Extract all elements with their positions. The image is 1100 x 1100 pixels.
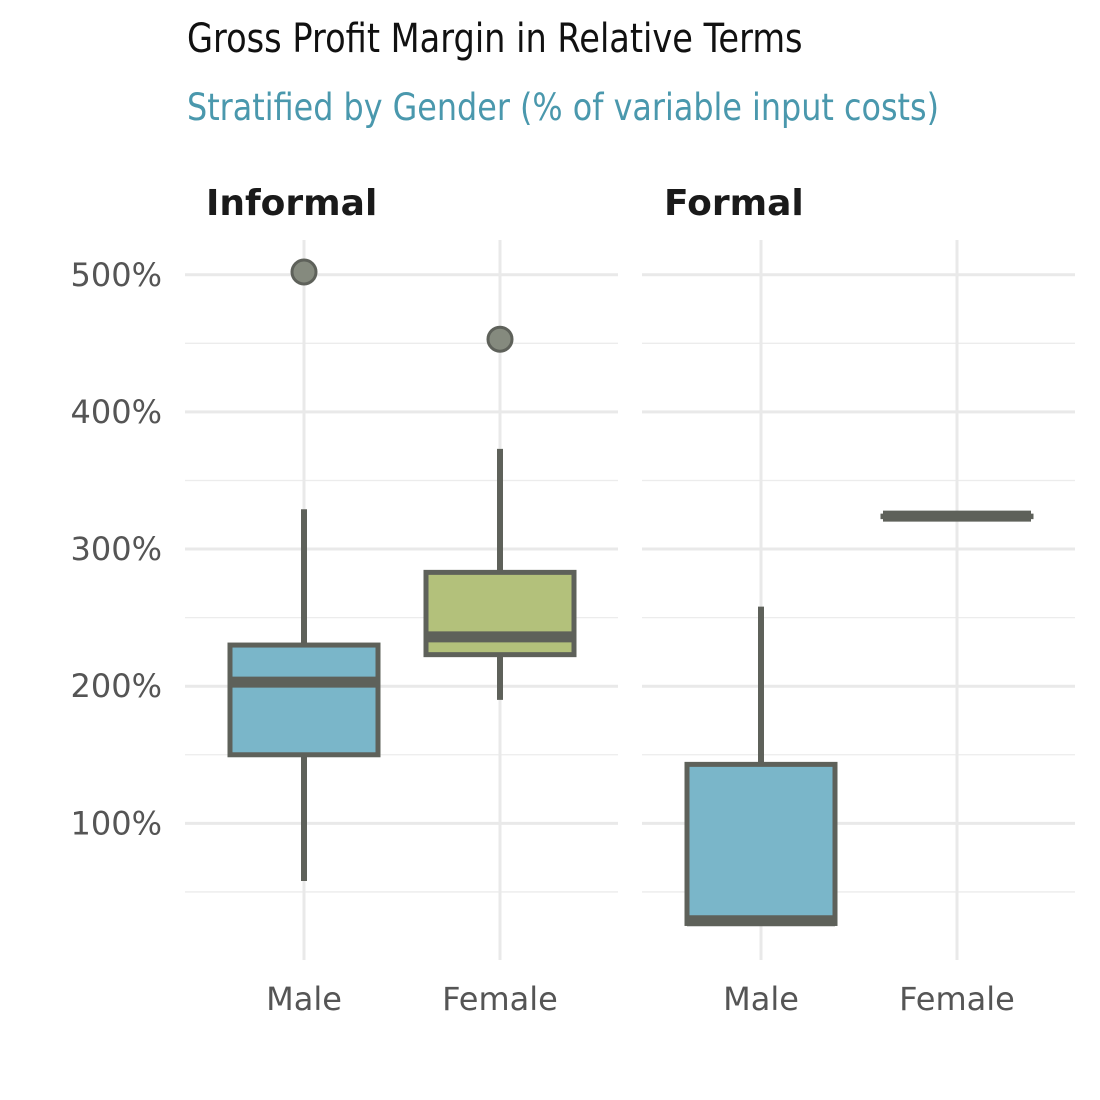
x-tick-label: Male [266, 980, 342, 1018]
box-iqr [684, 761, 838, 926]
chart-subtitle: Stratified by Gender (% of variable inpu… [187, 86, 940, 129]
outlier-point [290, 258, 318, 286]
y-tick-label: 400% [71, 393, 162, 431]
y-tick-label: 300% [71, 530, 162, 568]
box-iqr [227, 642, 381, 758]
outlier-point [486, 325, 514, 353]
y-tick-label: 500% [71, 256, 162, 294]
x-tick-label: Female [899, 980, 1015, 1018]
x-tick-label: Female [442, 980, 558, 1018]
facet-label: Formal [664, 183, 804, 224]
facet-label: Informal [206, 183, 377, 224]
y-tick-label: 100% [71, 804, 162, 842]
x-tick-label: Male [723, 980, 799, 1018]
chart-title: Gross Profit Margin in Relative Terms [187, 16, 803, 62]
y-tick-label: 200% [71, 667, 162, 705]
